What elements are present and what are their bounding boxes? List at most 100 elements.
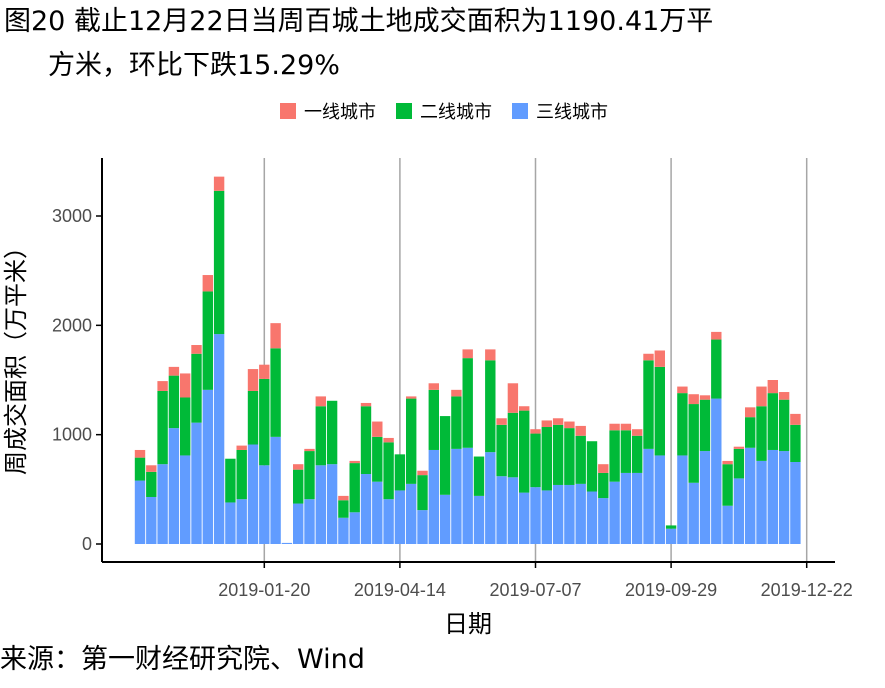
bar-tier1-31	[485, 349, 496, 361]
bar-tier2-16	[315, 406, 326, 466]
legend-swatch-tier1	[280, 103, 296, 119]
x-tick-label-1: 2019-04-14	[354, 580, 446, 600]
legend: 一线城市 二线城市 三线城市	[280, 96, 628, 126]
bar-tier1-2	[157, 381, 168, 391]
bar-tier1-20	[360, 402, 372, 407]
bar-tier1-6	[202, 275, 213, 292]
bar-tier3-32	[496, 476, 507, 544]
bar-tier3-20	[360, 474, 372, 544]
bar-tier1-32	[496, 418, 507, 425]
y-tick-label-1000: 1000	[52, 425, 92, 445]
bar-tier3-18	[338, 517, 349, 544]
bar-tier1-18	[338, 495, 349, 501]
bar-tier3-23	[394, 490, 406, 544]
bar-tier2-21	[372, 436, 383, 482]
legend-label-tier1: 一线城市	[304, 102, 376, 123]
bar-tier3-6	[202, 389, 213, 544]
bar-tier3-22	[383, 499, 394, 544]
x-tick-label-4: 2019-12-22	[761, 580, 853, 600]
x-tick-label-3: 2019-09-29	[625, 580, 717, 600]
bar-tier1-54	[745, 407, 756, 418]
bar-tier1-25	[417, 470, 428, 476]
chart-title-line-2: 方米，环比下跌15.29%	[48, 50, 340, 81]
y-ticks: 0 1000 2000 3000	[52, 206, 102, 554]
bar-tier1-58	[790, 413, 801, 425]
legend-label-tier2: 二线城市	[420, 102, 492, 123]
bar-tier2-47	[665, 525, 677, 529]
bar-tier1-24	[406, 396, 417, 399]
bar-tier1-36	[541, 420, 552, 428]
bar-tier1-42	[609, 423, 620, 431]
bar-tier2-7	[213, 190, 225, 335]
bar-tier2-44	[632, 435, 643, 473]
bar-tier2-15	[304, 451, 315, 500]
bar-tier3-58	[790, 462, 801, 544]
legend-item-tier1: 一线城市	[280, 98, 376, 124]
bar-tier2-38	[564, 428, 575, 485]
bar-tier1-48	[677, 386, 688, 394]
bar-tier1-45	[643, 353, 654, 361]
legend-label-tier3: 三线城市	[536, 102, 608, 123]
bar-tier3-10	[247, 444, 259, 544]
bar-tier2-54	[745, 417, 756, 448]
bar-tier2-49	[688, 404, 699, 483]
bar-tier2-35	[530, 433, 541, 488]
bar-tier3-39	[575, 483, 586, 544]
x-tick-label-2: 2019-07-07	[489, 580, 581, 600]
legend-item-tier3: 三线城市	[512, 98, 608, 124]
bar-tier3-37	[552, 484, 564, 544]
bar-tier3-57	[778, 451, 790, 544]
bar-tier3-4	[180, 455, 191, 544]
legend-swatch-tier2	[396, 103, 412, 119]
bar-tier2-43	[620, 430, 632, 473]
bar-tier2-39	[575, 435, 586, 484]
bar-tier2-1	[146, 471, 157, 497]
bar-tier2-42	[609, 430, 620, 482]
bar-tier3-25	[417, 510, 428, 544]
bar-tier2-50	[699, 399, 711, 452]
bar-tier3-31	[485, 452, 496, 544]
bar-tier2-55	[756, 406, 767, 461]
bar-tier2-25	[417, 475, 428, 511]
bar-tier2-18	[338, 500, 349, 518]
bar-tier3-43	[620, 472, 632, 544]
bar-tier1-46	[654, 350, 665, 367]
bar-tier1-7	[213, 176, 225, 191]
bar-tier1-21	[372, 421, 383, 437]
bar-tier1-11	[259, 364, 270, 379]
bar-tier2-6	[202, 291, 213, 390]
bar-tier2-4	[180, 397, 191, 456]
bar-tier1-49	[688, 394, 699, 405]
bar-tier2-45	[643, 360, 654, 449]
bar-tier2-5	[191, 353, 202, 423]
bar-tier3-42	[609, 481, 620, 544]
bar-tier3-0	[134, 480, 146, 544]
bar-tier3-44	[632, 472, 643, 544]
bar-tier3-52	[722, 505, 733, 544]
bar-tier3-8	[225, 502, 236, 544]
bar-tier1-44	[632, 429, 643, 436]
bar-tier3-24	[406, 483, 417, 544]
bar-tier3-36	[541, 490, 552, 544]
bar-tier1-39	[575, 425, 586, 436]
bar-tier2-31	[485, 360, 496, 453]
bar-tier2-37	[552, 424, 564, 485]
bar-tier3-27	[439, 494, 451, 544]
bar-tier3-26	[428, 449, 439, 544]
bar-tier2-28	[451, 396, 462, 449]
y-tick-label-3000: 3000	[52, 206, 92, 226]
y-tick-label-2000: 2000	[52, 315, 92, 335]
bar-tier3-21	[372, 481, 383, 544]
bar-tier2-0	[134, 457, 146, 481]
bar-tier1-56	[767, 380, 778, 394]
bar-tier2-27	[439, 416, 451, 495]
bar-tier1-52	[722, 460, 733, 465]
bar-tier2-56	[767, 393, 778, 450]
bar-tier1-41	[598, 464, 609, 473]
bar-tier1-16	[315, 396, 326, 407]
bar-tier2-24	[406, 398, 417, 484]
bar-tier1-55	[756, 386, 767, 407]
y-tick-label-0: 0	[82, 534, 92, 554]
bar-tier3-48	[677, 455, 688, 544]
bar-tier1-22	[383, 437, 394, 443]
